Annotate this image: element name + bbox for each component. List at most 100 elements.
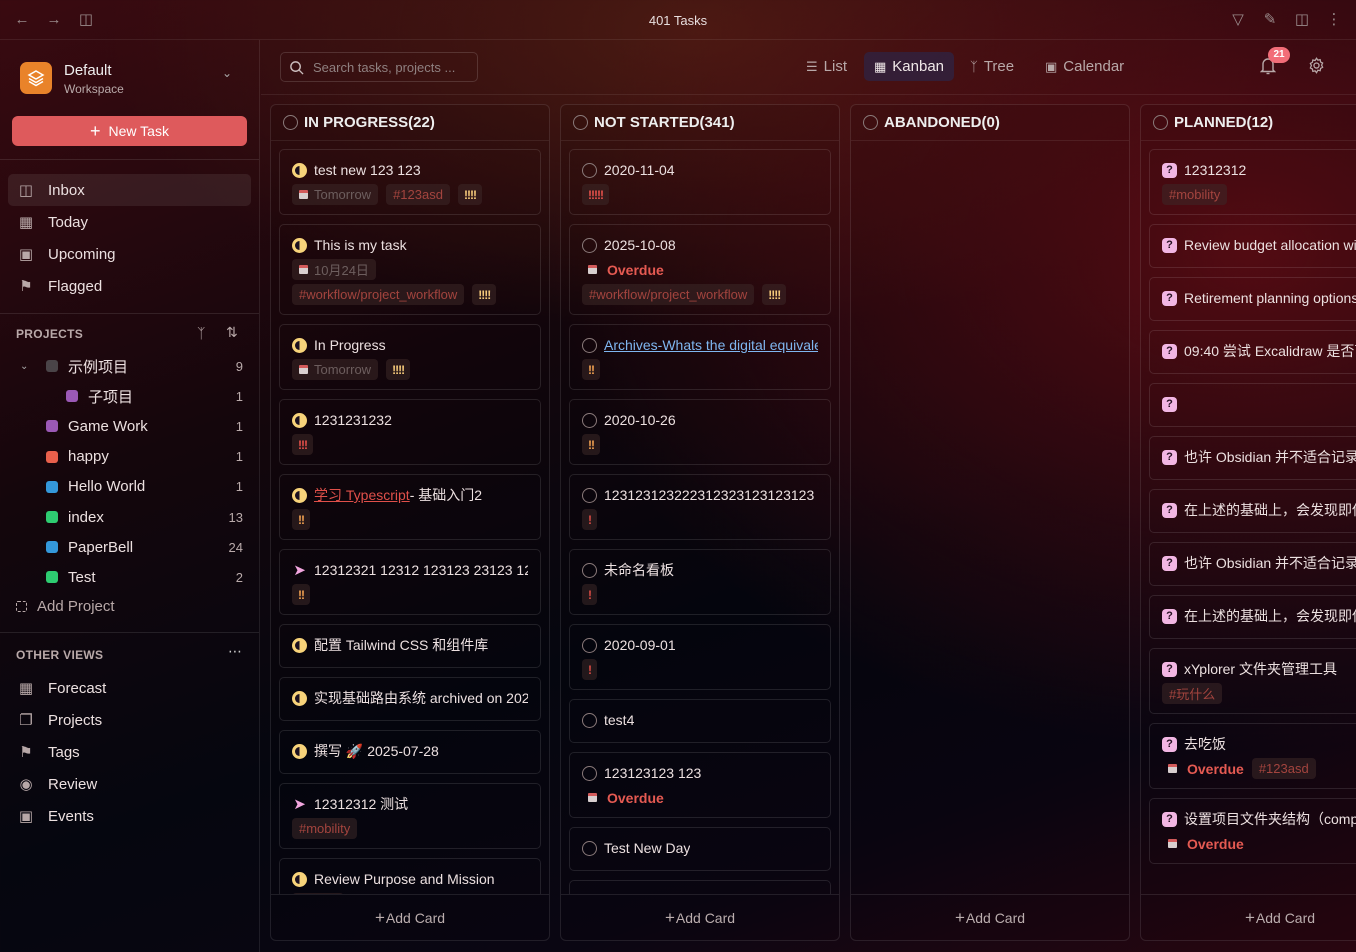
due-date-chip[interactable]: Tomorrow <box>292 184 379 205</box>
sidebar-item-review[interactable]: ◉ Review <box>8 768 251 800</box>
task-card[interactable]: ➤ 12312321 12312 123123 23123 12!! <box>279 549 541 615</box>
checkbox-circle-icon[interactable] <box>582 162 597 178</box>
task-card[interactable]: Obsidian <box>569 880 831 894</box>
chevron-down-icon[interactable]: ⌄ <box>20 360 29 372</box>
project-item[interactable]: Game Work 1 <box>0 411 259 441</box>
sidebar-item-upcoming[interactable]: ▣ Upcoming <box>8 238 251 270</box>
task-card[interactable]: Archives-Whats the digital equivalent!! <box>569 324 831 390</box>
sidebar-item-projects[interactable]: ❐ Projects <box>8 704 251 736</box>
question-icon[interactable]: ? <box>1162 736 1177 752</box>
task-card[interactable]: test4 <box>569 699 831 743</box>
in-progress-icon[interactable] <box>292 690 307 706</box>
sort-icon[interactable]: ⇅ <box>226 324 238 340</box>
task-card[interactable]: ? 也许 Obsidian 并不适合记录段 <box>1149 542 1356 586</box>
task-card[interactable]: 学习 Typescript- 基础入门2!! <box>279 474 541 540</box>
task-card[interactable]: ? 去吃饭 Overdue #123asd <box>1149 723 1356 789</box>
panel-icon[interactable]: ◫ <box>1294 11 1310 28</box>
task-card[interactable]: ➤ 12312312 测试 #mobility <box>279 783 541 849</box>
task-card[interactable]: test new 123 123 Tomorrow #123asd!!!! <box>279 149 541 215</box>
add-card-button[interactable]: + Add Card <box>561 894 839 940</box>
column-checkbox-icon[interactable] <box>863 115 878 130</box>
question-icon[interactable]: ? <box>1162 555 1177 571</box>
task-card[interactable]: ? Retirement planning options <box>1149 277 1356 321</box>
in-progress-icon[interactable] <box>292 743 307 759</box>
task-card[interactable]: 实现基础路由系统 archived on 2025 <box>279 677 541 721</box>
view-tab-list[interactable]: ☰ List <box>796 52 857 81</box>
project-item[interactable]: 子项目 1 <box>0 381 259 411</box>
in-progress-icon[interactable] <box>292 237 307 253</box>
task-card[interactable]: 2020-10-26!! <box>569 399 831 465</box>
column-cards[interactable] <box>851 141 1129 894</box>
task-card[interactable]: ? 12312312 #mobility <box>1149 149 1356 215</box>
due-date-chip[interactable]: 10月24日 <box>292 259 376 280</box>
task-card[interactable]: 未命名看板! <box>569 549 831 615</box>
project-item[interactable]: happy 1 <box>0 442 259 472</box>
in-progress-icon[interactable] <box>292 337 307 353</box>
more-horizontal-icon[interactable]: ⋯ <box>228 643 242 659</box>
in-progress-icon[interactable] <box>292 412 307 428</box>
task-card[interactable]: ? 也许 Obsidian 并不适合记录段 <box>1149 436 1356 480</box>
tag-chip[interactable]: #123asd <box>386 184 450 205</box>
checkbox-circle-icon[interactable] <box>582 765 597 781</box>
in-progress-icon[interactable] <box>292 487 307 503</box>
project-item[interactable]: Hello World 1 <box>0 472 259 502</box>
task-card[interactable]: Review Purpose and Mission #week <box>279 858 541 894</box>
sidebar-item-inbox[interactable]: ◫ Inbox <box>8 174 251 206</box>
task-card[interactable]: ? 09:40 尝试 Excalidraw 是否可 <box>1149 330 1356 374</box>
in-progress-icon[interactable] <box>292 162 307 178</box>
project-item[interactable]: ⌄ 示例项目 9 <box>0 351 259 381</box>
tag-chip[interactable]: #123asd <box>1251 758 1316 779</box>
sidebar-item-flagged[interactable]: ⚑ Flagged <box>8 270 251 302</box>
column-checkbox-icon[interactable] <box>573 115 588 130</box>
tag-chip[interactable]: #玩什么 <box>1162 683 1223 704</box>
task-card[interactable]: ? 在上述的基础上，会发现即使提 <box>1149 595 1356 639</box>
question-icon[interactable]: ? <box>1162 237 1177 253</box>
question-icon[interactable]: ? <box>1162 608 1177 624</box>
checkbox-circle-icon[interactable] <box>582 412 597 428</box>
question-icon[interactable]: ? <box>1162 290 1177 306</box>
sidebar-item-tags[interactable]: ⚑ Tags <box>8 736 251 768</box>
column-checkbox-icon[interactable] <box>1153 115 1168 130</box>
checkbox-circle-icon[interactable] <box>582 237 597 253</box>
sidebar-toggle-icon[interactable]: ◫ <box>78 11 94 28</box>
add-card-button[interactable]: + Add Card <box>851 894 1129 940</box>
notebook-edit-icon[interactable]: ✎ <box>1263 11 1277 28</box>
add-project-button[interactable]: Add Project <box>16 598 115 615</box>
add-card-button[interactable]: + Add Card <box>1141 894 1356 940</box>
task-title[interactable]: 学习 Typescript <box>314 487 410 503</box>
search-input[interactable] <box>313 59 473 75</box>
new-task-button[interactable]: + New Task <box>12 116 247 146</box>
question-icon[interactable]: ? <box>1162 661 1177 677</box>
project-item[interactable]: index 13 <box>0 502 259 532</box>
checkbox-circle-icon[interactable] <box>582 337 597 353</box>
task-card[interactable]: 2020-11-04!!!!! <box>569 149 831 215</box>
task-card[interactable]: ? Review budget allocation with team <box>1149 224 1356 268</box>
question-icon[interactable]: ? <box>1162 396 1177 412</box>
project-item[interactable]: PaperBell 24 <box>0 532 259 562</box>
sidebar-item-events[interactable]: ▣ Events <box>8 800 251 832</box>
tag-chip[interactable]: #week <box>292 893 344 894</box>
send-arrow-icon[interactable]: ➤ <box>293 562 306 579</box>
task-card[interactable]: 1231231232!!! <box>279 399 541 465</box>
task-card[interactable]: 配置 Tailwind CSS 和组件库 <box>279 624 541 668</box>
task-card[interactable]: 撰写 🚀 2025-07-28 <box>279 730 541 774</box>
filter-icon[interactable]: ▽ <box>1232 11 1244 28</box>
task-card[interactable]: 2025-10-08 Overdue #workflow/project_workf… <box>569 224 831 315</box>
view-tab-kanban[interactable]: ▦ Kanban <box>864 52 955 81</box>
task-card[interactable]: 123123123 123 Overdue <box>569 752 831 818</box>
question-icon[interactable]: ? <box>1162 811 1177 827</box>
task-title[interactable]: Archives-Whats the digital equivalent <box>604 337 818 353</box>
question-icon[interactable]: ? <box>1162 343 1177 359</box>
back-arrow-icon[interactable]: ← <box>14 11 30 28</box>
column-cards[interactable]: ? 12312312 #mobility ? Review budget allocat… <box>1141 141 1356 894</box>
view-tab-calendar[interactable]: ▣ Calendar <box>1035 52 1134 81</box>
in-progress-icon[interactable] <box>292 871 307 887</box>
checkbox-circle-icon[interactable] <box>582 637 597 653</box>
task-card[interactable]: 123123123222312323123123123! <box>569 474 831 540</box>
task-card[interactable]: This is my task 10月24日 #workflow/project_w… <box>279 224 541 315</box>
column-checkbox-icon[interactable] <box>283 115 298 130</box>
task-card[interactable]: ? 设置项目文件夹结构（compo Overdue <box>1149 798 1356 864</box>
checkbox-circle-icon[interactable] <box>582 840 597 856</box>
in-progress-icon[interactable] <box>292 637 307 653</box>
task-card[interactable]: ? <box>1149 383 1356 427</box>
